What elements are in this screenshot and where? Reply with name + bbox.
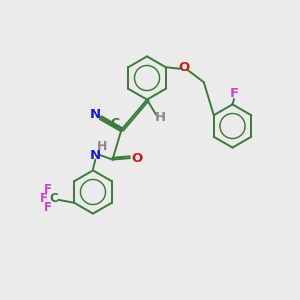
Text: N: N (90, 148, 101, 162)
Text: F: F (230, 87, 238, 101)
Text: O: O (178, 61, 189, 74)
Text: H: H (97, 140, 107, 153)
Text: O: O (131, 152, 143, 165)
Text: H: H (155, 111, 166, 124)
Text: F: F (44, 201, 52, 214)
Text: F: F (44, 183, 52, 196)
Text: C: C (49, 192, 58, 205)
Text: C: C (110, 117, 119, 130)
Text: N: N (89, 108, 101, 121)
Text: F: F (39, 192, 47, 205)
